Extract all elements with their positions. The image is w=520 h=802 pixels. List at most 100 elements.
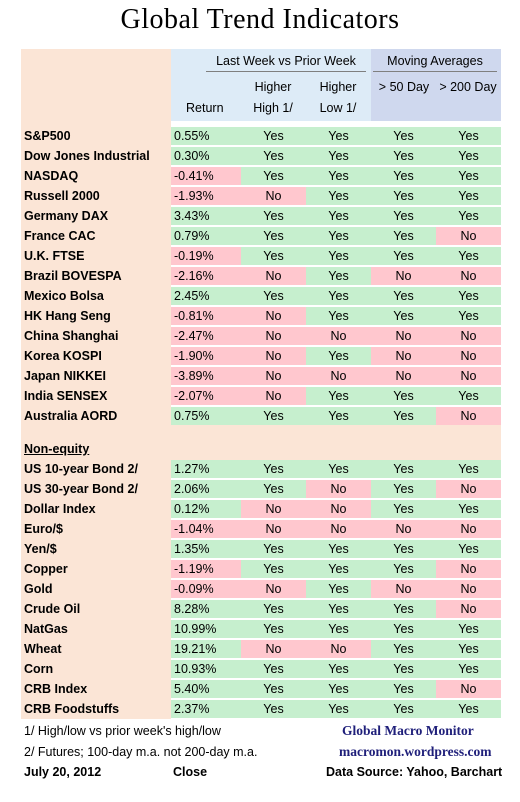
cell-ma200: Yes (436, 620, 501, 638)
cell-hh: Yes (241, 247, 306, 265)
cell-hl: Yes (306, 167, 371, 185)
cell-hl: Yes (306, 540, 371, 558)
cell-ma200: No (436, 560, 501, 578)
header-higher-high-line2: High 1/ (253, 101, 293, 115)
row-label: Copper (24, 562, 68, 576)
cell-hl: Yes (306, 287, 371, 305)
cell-ma50: Yes (371, 287, 436, 305)
cell-hh: No (241, 347, 306, 365)
cell-hl: Yes (306, 580, 371, 598)
cell-ma200: Yes (436, 207, 501, 225)
cell-ma50: No (371, 347, 436, 365)
cell-ma50: Yes (371, 127, 436, 145)
cell-hl: Yes (306, 267, 371, 285)
cell-ma50: Yes (371, 247, 436, 265)
cell-ret: 2.06% (171, 480, 241, 498)
cell-hh: Yes (241, 620, 306, 638)
cell-ret: -3.89% (171, 367, 241, 385)
cell-ma50: Yes (371, 307, 436, 325)
cell-ret: 0.79% (171, 227, 241, 245)
header-return: Return (186, 101, 224, 115)
cell-ma50: Yes (371, 700, 436, 718)
cell-hh: No (241, 367, 306, 385)
label-column-band (21, 49, 171, 719)
cell-hl: Yes (306, 620, 371, 638)
cell-ma200: Yes (436, 187, 501, 205)
brand-url: macromon.wordpress.com (339, 744, 492, 759)
cell-hh: Yes (241, 660, 306, 678)
cell-hh: No (241, 520, 306, 538)
data-source: Data Source: Yahoo, Barchart (326, 765, 503, 779)
cell-ma50: No (371, 580, 436, 598)
header-ma200: > 200 Day (439, 80, 497, 94)
cell-ret: 3.43% (171, 207, 241, 225)
cell-ma50: Yes (371, 640, 436, 658)
cell-hl: Yes (306, 207, 371, 225)
cell-ma200: Yes (436, 247, 501, 265)
cell-hh: No (241, 500, 306, 518)
cell-ret: -0.19% (171, 247, 241, 265)
row-label: China Shanghai (24, 329, 119, 343)
cell-hh: Yes (241, 147, 306, 165)
row-label: Korea KOSPI (24, 349, 102, 363)
cell-hl: Yes (306, 347, 371, 365)
cell-hl: No (306, 367, 371, 385)
cell-ret: -1.93% (171, 187, 241, 205)
cell-hl: Yes (306, 247, 371, 265)
cell-ma50: Yes (371, 560, 436, 578)
cell-ma200: Yes (436, 307, 501, 325)
cell-ma50: Yes (371, 207, 436, 225)
header-moving-averages: Moving Averages (387, 54, 483, 68)
footnote-1: 1/ High/low vs prior week's high/low (24, 724, 221, 738)
cell-hh: Yes (241, 680, 306, 698)
report-date: July 20, 2012 (24, 765, 102, 779)
row-label: U.K. FTSE (24, 249, 85, 263)
cell-ma200: Yes (436, 660, 501, 678)
cell-hh: Yes (241, 207, 306, 225)
cell-ma50: Yes (371, 680, 436, 698)
row-label: CRB Foodstuffs (24, 702, 120, 716)
cell-hh: Yes (241, 167, 306, 185)
cell-hh: Yes (241, 560, 306, 578)
cell-hl: Yes (306, 600, 371, 618)
row-label: Crude Oil (24, 602, 81, 616)
cell-hl: No (306, 640, 371, 658)
cell-ret: 0.75% (171, 407, 241, 425)
cell-hl: Yes (306, 127, 371, 145)
section-gap-band (171, 421, 501, 461)
header-higher-low-line2: Low 1/ (319, 101, 357, 115)
cell-ma200: No (436, 367, 501, 385)
cell-hl: Yes (306, 700, 371, 718)
cell-ma50: No (371, 520, 436, 538)
cell-hl: Yes (306, 560, 371, 578)
cell-ma50: Yes (371, 227, 436, 245)
cell-ret: 2.45% (171, 287, 241, 305)
cell-ret: 0.55% (171, 127, 241, 145)
page-title: Global Trend Indicators (120, 4, 400, 35)
cell-ret: -1.04% (171, 520, 241, 538)
cell-ma50: Yes (371, 147, 436, 165)
cell-ret: -1.19% (171, 560, 241, 578)
row-label: HK Hang Seng (24, 309, 111, 323)
cell-ma200: No (436, 227, 501, 245)
cell-ma50: Yes (371, 500, 436, 518)
cell-ma50: No (371, 327, 436, 345)
cell-hh: Yes (241, 127, 306, 145)
cell-ma50: No (371, 267, 436, 285)
header-last-week-vs-prior: Last Week vs Prior Week (216, 54, 356, 68)
cell-hh: No (241, 327, 306, 345)
cell-ret: 0.12% (171, 500, 241, 518)
cell-ret: -0.81% (171, 307, 241, 325)
header-higher-low-line1: Higher (319, 80, 357, 94)
cell-hh: Yes (241, 700, 306, 718)
row-label: Dow Jones Industrial (24, 149, 150, 163)
cell-ret: -1.90% (171, 347, 241, 365)
cell-hh: No (241, 267, 306, 285)
cell-ret: 2.37% (171, 700, 241, 718)
header-rule-last-week (206, 71, 366, 72)
cell-ret: 10.93% (171, 660, 241, 678)
cell-hl: Yes (306, 680, 371, 698)
row-label: Dollar Index (24, 502, 96, 516)
cell-ret: 10.99% (171, 620, 241, 638)
row-label: NASDAQ (24, 169, 79, 183)
